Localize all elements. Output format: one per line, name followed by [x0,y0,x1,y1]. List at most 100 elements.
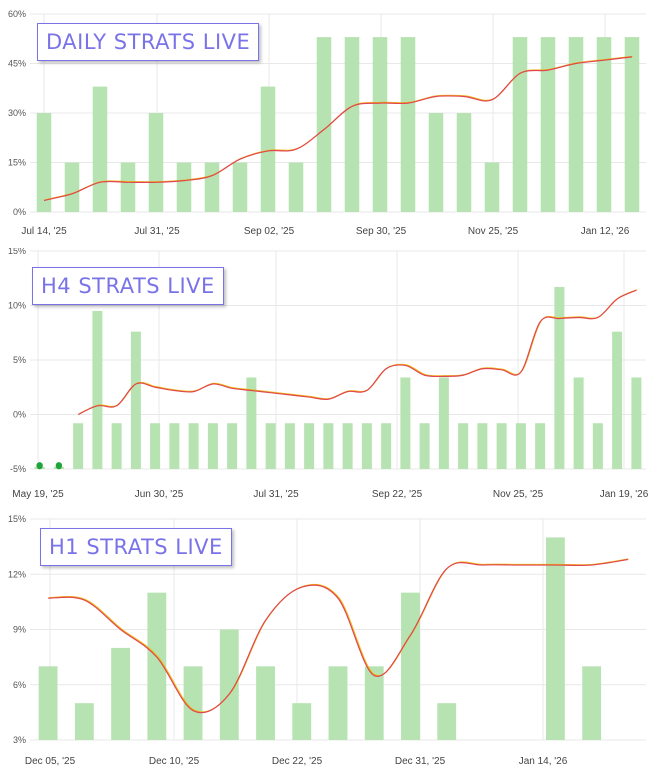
bar [428,113,444,212]
y-tick-label: 0% [13,207,26,217]
x-tick-label: Jan 19, '26 [600,489,649,500]
bar [545,537,565,740]
bar [36,113,52,212]
bar [419,423,430,469]
h1-chart: 3% 6% 9% 12% 15% Dec 05, '25 Dec 10, '25 Dec 22… [8,514,646,767]
bar [456,113,472,212]
bar [344,37,360,212]
bar [624,37,640,212]
bar [288,162,304,212]
x-tick-label: Jul 31, '25 [134,226,180,237]
series-line [48,558,628,714]
bar [400,37,416,212]
bar [292,703,312,740]
bar [188,423,199,469]
bar [361,423,372,469]
bar [73,423,84,469]
series-line-secondary [78,289,638,415]
bar [92,310,103,469]
bar [111,647,131,740]
bar [92,86,108,212]
x-tick-label: May 19, '25 [12,489,64,500]
y-tick-label: 30% [8,108,26,118]
bar [256,666,275,740]
bar [183,666,203,740]
y-tick-label: 3% [13,735,26,745]
h1-chart-panel: 3% 6% 9% 12% 15% Dec 05, '25 Dec 10, '25 Dec 22… [0,510,658,774]
y-tick-label: 15% [8,248,26,256]
bar [438,377,449,469]
bar [568,37,584,212]
bar [612,331,623,469]
bar [316,37,332,212]
bar [204,162,220,212]
bar [596,37,612,212]
series-line [43,56,633,202]
daily-chart-panel: 0% 15% 30% 45% 60% Jul 14, '25 Jul 31, '25 Sep … [0,0,658,248]
x-tick-label: Jun 30, '25 [135,489,184,500]
bar [437,703,457,740]
y-tick-label: 6% [13,680,26,690]
bar [265,423,276,469]
series-line [77,289,637,416]
x-tick-label: Nov 25, '25 [493,489,544,500]
bar [120,162,136,212]
bar [147,592,167,740]
y-tick-label: 0% [13,410,26,420]
scatter-point [55,462,63,470]
y-tick-label: 12% [8,569,26,579]
h1-chart-title: H1 STRATS LIVE [40,528,232,566]
daily-chart-title: DAILY STRATS LIVE [37,23,260,61]
y-tick-label: 60% [8,9,26,19]
bar [64,162,80,212]
bar [169,423,180,469]
x-tick-label: Nov 25, '25 [468,226,519,237]
bar [232,162,248,212]
bar [496,423,507,469]
y-tick-label: 15% [8,514,26,524]
bar [631,377,642,469]
scatter-point [36,462,43,470]
bar [535,423,546,469]
bar [573,377,584,469]
bar [401,592,420,740]
bar [38,666,58,740]
h4-chart-title: H4 STRATS LIVE [32,267,224,305]
bar [477,423,488,469]
x-tick-label: Sep 30, '25 [356,226,407,237]
y-tick-label: 45% [8,59,26,69]
x-tick-label: Jul 31, '25 [253,489,299,500]
x-tick-label: Jul 14, '25 [21,226,67,237]
bar [176,162,192,212]
y-tick-label: 9% [13,625,26,635]
x-tick-label: Dec 05, '25 [25,756,76,767]
bar [540,37,556,212]
y-tick-label: -5% [10,464,26,474]
bar [515,423,526,469]
bar [304,423,315,469]
x-tick-label: Dec 31, '25 [395,756,446,767]
bar [328,666,348,740]
bar [150,423,161,469]
bar [74,703,94,740]
h4-chart-panel: -5% 0% 5% 10% 15% May 19, '25 Jun 30, '25 Jul 3… [0,248,658,510]
bar [364,666,384,740]
bar [207,423,218,469]
bar [111,423,122,469]
bar [284,423,295,469]
x-tick-label: Jan 12, '26 [581,226,630,237]
bar [592,423,603,469]
y-tick-label: 15% [8,158,26,168]
daily-chart: 0% 15% 30% 45% 60% Jul 14, '25 Jul 31, '25 Sep … [8,9,646,237]
x-tick-label: Sep 22, '25 [372,489,423,500]
bar [458,423,469,469]
bar [246,377,257,469]
bar [554,286,565,469]
bar [323,423,334,469]
bar [227,423,238,469]
bar [484,162,500,212]
bar [512,37,528,212]
x-tick-label: Dec 10, '25 [149,756,200,767]
bar [148,113,164,212]
bar [219,629,239,740]
